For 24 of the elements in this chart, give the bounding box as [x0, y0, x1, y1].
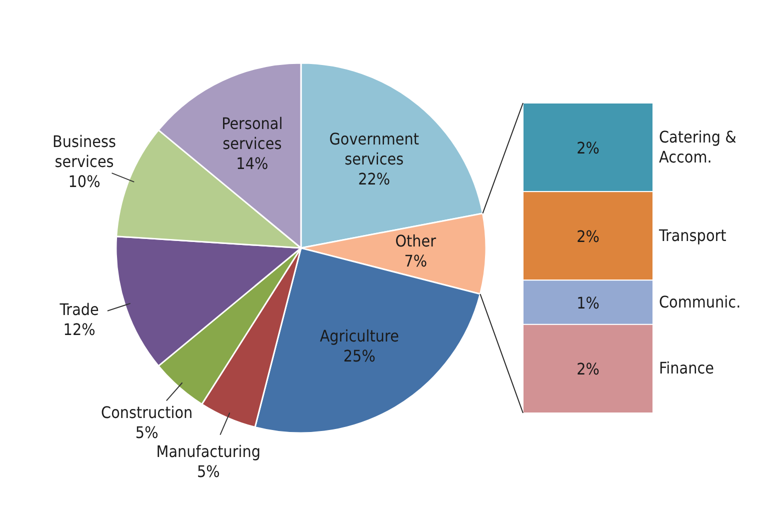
series-label: Transport: [658, 226, 727, 245]
data-label: 1%: [576, 293, 600, 312]
slice-label: Agriculture: [320, 326, 400, 346]
data-label: 10%: [68, 172, 100, 192]
data-label: 5%: [135, 422, 158, 442]
slice-label: Construction: [101, 402, 193, 422]
data-label: 22%: [358, 170, 390, 189]
slice-label: Government services: [329, 130, 420, 169]
data-label: 7%: [404, 252, 428, 271]
data-label: 2%: [576, 138, 600, 158]
slice-label: Manufacturing: [156, 442, 261, 461]
data-label: 5%: [197, 462, 220, 481]
slice-label: Trade: [58, 300, 100, 320]
data-label: 12%: [63, 320, 96, 340]
data-label: 2%: [576, 360, 600, 379]
slice-label: Personal services: [222, 114, 283, 154]
series-label: Finance: [659, 358, 714, 378]
data-label: 2%: [576, 226, 600, 246]
data-label: 14%: [236, 154, 268, 174]
slice-label: Business services: [52, 132, 116, 172]
series-label: Catering & Accom.: [659, 127, 736, 166]
data-label: 25%: [343, 346, 376, 366]
series-label: Communic.: [659, 292, 741, 312]
slice-label: Other: [395, 232, 436, 251]
